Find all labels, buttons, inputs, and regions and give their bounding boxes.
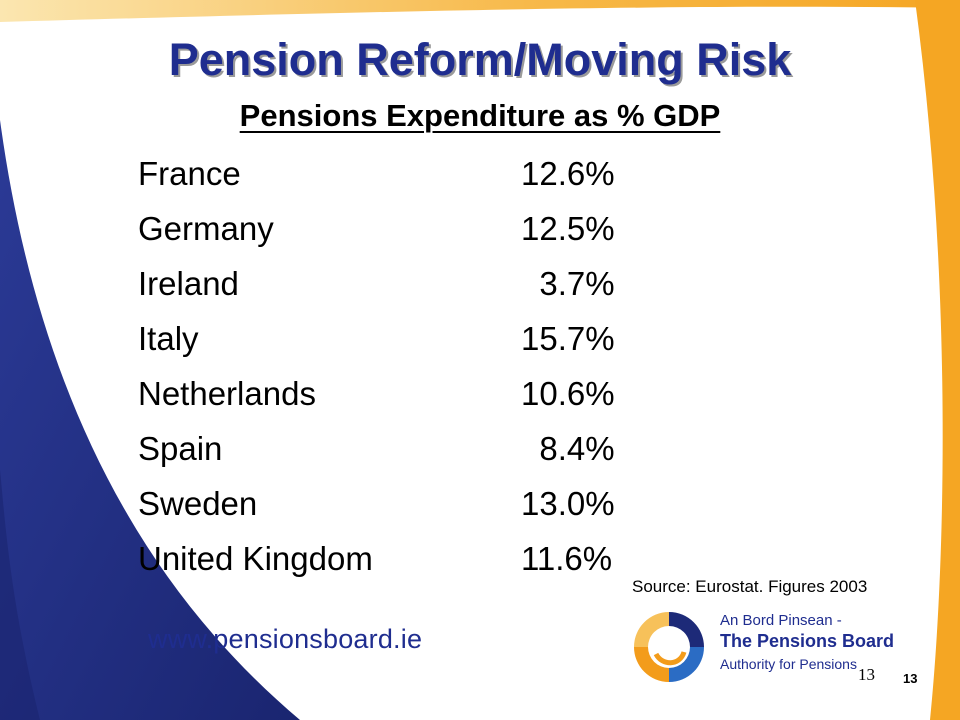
table-row: Sweden 13.0% (138, 476, 721, 531)
navy-swoosh (0, 120, 300, 720)
table-row: Italy 15.7% (138, 311, 721, 366)
gdp-percent: 11.6% (521, 539, 613, 577)
website-url: www.pensionsboard.ie (148, 624, 423, 654)
gdp-percent: 3.7% (521, 264, 615, 302)
gdp-percent: 10.6% (521, 374, 615, 412)
page-number: 13 (858, 665, 875, 684)
table-row: United Kingdom 11.6% (138, 531, 721, 586)
logo-text-block: An Bord Pinsean - The Pensions Board Aut… (720, 612, 894, 672)
gdp-percent: 13.0% (521, 484, 615, 522)
table-row: Spain 8.4% (138, 421, 721, 476)
country-name: Sweden (138, 484, 258, 522)
expenditure-table: France 12.6% Germany 12.5% Ireland 3.7% … (138, 146, 721, 586)
gdp-percent: 8.4% (521, 429, 615, 467)
pensions-board-logo-icon (634, 612, 704, 682)
table-row: France 12.6% (138, 146, 721, 201)
country-name: Italy (138, 319, 199, 357)
table-row: Netherlands 10.6% (138, 366, 721, 421)
country-name: Netherlands (138, 374, 316, 412)
logo-irish-name: An Bord Pinsean - (720, 612, 842, 629)
slide-title: Pension Reform/Moving Risk (168, 34, 792, 85)
gdp-percent: 15.7% (521, 319, 615, 357)
logo-tagline: Authority for Pensions (720, 656, 857, 672)
table-row: Germany 12.5% (138, 201, 721, 256)
country-name: Spain (138, 429, 223, 467)
source-note: Source: Eurostat. Figures 2003 (632, 577, 868, 596)
gdp-percent: 12.5% (521, 209, 615, 247)
table-heading-text: Pensions Expenditure as % GDP (239, 98, 721, 133)
logo-english-name: The Pensions Board (720, 631, 895, 651)
gdp-percent: 12.6% (521, 154, 615, 192)
orange-swoosh-right (915, 0, 960, 720)
table-row: Ireland 3.7% (138, 256, 721, 311)
white-inner-curve (0, 470, 40, 720)
country-name: France (138, 154, 241, 192)
country-name: Germany (138, 209, 274, 247)
orange-swoosh-top (0, 0, 960, 22)
country-name: United Kingdom (138, 539, 373, 577)
slide-number: 13 (903, 671, 918, 686)
country-name: Ireland (138, 264, 239, 302)
table-heading: Pensions Expenditure as % GDP (0, 98, 960, 134)
